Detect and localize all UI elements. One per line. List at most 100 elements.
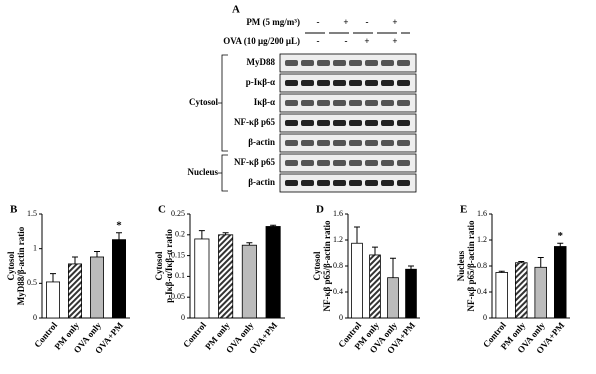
error-bar (390, 257, 396, 278)
blot-frame (279, 153, 417, 173)
y-axis-label: Cytosol (6, 251, 16, 280)
band (349, 160, 362, 166)
condition-sign: + (392, 17, 397, 27)
band (285, 80, 298, 86)
band (381, 100, 394, 106)
band (317, 80, 330, 86)
band (381, 180, 394, 186)
condition-label: OVA (10 μg/200 μL) (223, 36, 300, 46)
bar (351, 242, 363, 319)
band (349, 100, 362, 106)
band (365, 80, 378, 86)
bar (515, 262, 528, 319)
y-axis-label: Cytosol (154, 251, 164, 280)
band (317, 160, 330, 166)
band (301, 140, 314, 146)
band (365, 100, 378, 106)
band (349, 60, 362, 66)
band (381, 120, 394, 126)
band (381, 160, 394, 166)
y-tick-label: 0.4 (477, 287, 487, 296)
band (349, 120, 362, 126)
y-axis-label: MyD88/β-actin ratio (16, 226, 26, 305)
band (365, 120, 378, 126)
row-label: MyD88 (247, 57, 276, 67)
band (365, 180, 378, 186)
y-tick-label: 0.4 (333, 287, 343, 296)
blot-frame (279, 53, 417, 73)
condition-sign: - (345, 36, 348, 46)
band (285, 60, 298, 66)
error-bar (94, 250, 100, 257)
error-bar (498, 270, 505, 273)
bar (241, 244, 257, 319)
error-bar (537, 257, 544, 268)
band (317, 140, 330, 146)
bar (218, 234, 234, 319)
band (349, 180, 362, 186)
y-tick-label: 1.6 (333, 209, 343, 218)
blot-frame (279, 93, 417, 113)
band (285, 100, 298, 106)
significance-mark: * (116, 219, 122, 231)
bar (194, 238, 210, 319)
band (365, 160, 378, 166)
band (301, 80, 314, 86)
bracket (218, 54, 228, 152)
band (317, 180, 330, 186)
y-tick-label: 0.1 (175, 271, 185, 280)
condition-sign: + (343, 17, 348, 27)
band (333, 180, 346, 186)
bar (46, 281, 61, 319)
error-bar (270, 224, 277, 227)
y-tick-label: 1.5 (27, 209, 37, 218)
band (317, 60, 330, 66)
bar (265, 226, 281, 319)
y-tick-label: 0 (181, 313, 185, 322)
y-tick-label: 0.25 (171, 209, 185, 218)
band (397, 180, 410, 186)
band (333, 140, 346, 146)
error-bar (222, 232, 229, 235)
band (285, 140, 298, 146)
significance-mark: * (558, 230, 564, 242)
band (333, 120, 346, 126)
blot-frame (279, 173, 417, 193)
band (397, 100, 410, 106)
group-label: Nucleus (187, 167, 218, 177)
error-bar (198, 230, 205, 239)
panel-letter: A (232, 4, 240, 16)
bar (90, 256, 105, 319)
y-tick-label: 1.2 (477, 235, 487, 244)
y-axis-label: NF-κβ p65/β-actin ratio (322, 220, 332, 311)
row-label: Iκβ-α (254, 97, 275, 107)
panel-letter: D (316, 204, 324, 216)
y-tick-label: 1.6 (477, 209, 487, 218)
error-bar (116, 232, 122, 240)
band (301, 180, 314, 186)
band (381, 60, 394, 66)
band (333, 160, 346, 166)
y-tick-label: 0.8 (477, 261, 487, 270)
panel-letter: B (10, 204, 18, 216)
band (285, 160, 298, 166)
band (333, 60, 346, 66)
band (397, 140, 410, 146)
band (349, 140, 362, 146)
band (301, 100, 314, 106)
band (397, 120, 410, 126)
y-tick-label: 0.15 (171, 250, 185, 259)
condition-label: PM (5 mg/m³) (246, 17, 300, 27)
bar (495, 272, 508, 319)
bar (534, 266, 548, 319)
group-label: Cytosol (189, 97, 218, 107)
condition-sign: + (392, 36, 397, 46)
band (349, 80, 362, 86)
error-bar (72, 256, 78, 264)
error-bar (408, 265, 414, 270)
band (285, 180, 298, 186)
y-tick-label: 0.2 (175, 230, 185, 239)
error-bar (246, 242, 253, 246)
bar (369, 254, 381, 319)
